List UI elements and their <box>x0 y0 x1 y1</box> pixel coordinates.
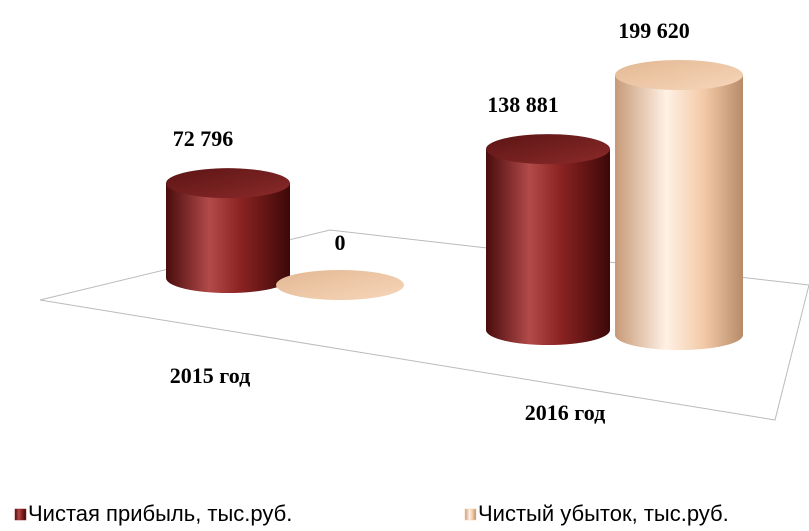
cylinder-body <box>486 149 610 345</box>
cylinder-body <box>615 75 743 350</box>
cylinder <box>486 134 610 345</box>
value-label: 138 881 <box>487 92 559 117</box>
cylinder-body <box>166 183 290 293</box>
cylinder <box>615 60 743 350</box>
cylinder-top <box>276 270 404 300</box>
legend-marker <box>14 508 27 521</box>
cylinder <box>166 168 290 293</box>
cylinder-top <box>486 134 610 165</box>
value-label: 0 <box>335 230 346 255</box>
legend-marker <box>464 508 477 521</box>
legend-label: Чистая прибыль, тыс.руб. <box>28 501 292 526</box>
legend-label: Чистый убыток, тыс.руб. <box>478 501 729 526</box>
cylinder-top <box>615 60 743 90</box>
value-label: 72 796 <box>173 126 234 151</box>
cylinder <box>276 270 404 300</box>
cylinder-top <box>166 168 290 199</box>
value-label: 199 620 <box>618 18 690 43</box>
x-tick-label: 2015 год <box>170 363 250 388</box>
x-tick-label: 2016 год <box>525 400 605 425</box>
